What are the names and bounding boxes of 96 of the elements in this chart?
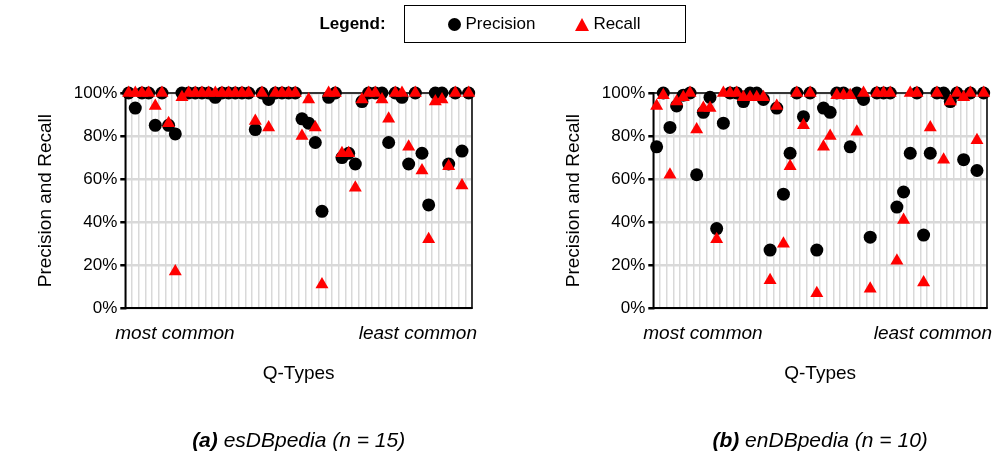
point	[663, 120, 677, 134]
point	[923, 146, 937, 160]
text: (b) enDBpedia (n = 10)	[712, 427, 928, 451]
point	[863, 281, 877, 293]
y-tick-label: 100%	[601, 82, 646, 102]
point	[348, 180, 362, 192]
text: most common	[115, 322, 235, 344]
point	[923, 119, 937, 132]
point	[295, 128, 309, 140]
point	[703, 100, 717, 112]
point	[890, 253, 904, 265]
point	[703, 90, 717, 104]
point	[128, 101, 142, 115]
point	[148, 118, 162, 132]
text: (a) esDBpedia (n = 15)	[192, 427, 406, 451]
y-tick-label: 20%	[83, 254, 118, 274]
point	[455, 144, 469, 158]
y-tick-label: 20%	[611, 254, 646, 274]
point	[415, 162, 429, 175]
point	[937, 152, 951, 164]
point	[763, 272, 777, 284]
point	[770, 98, 784, 110]
y-tick-label: 40%	[611, 211, 646, 231]
point	[422, 198, 436, 212]
point	[402, 157, 416, 171]
y-tick-label: 40%	[83, 211, 118, 231]
point	[650, 140, 664, 154]
point	[248, 113, 262, 125]
point	[315, 204, 329, 218]
y-tick-label: 80%	[611, 125, 646, 145]
point	[315, 277, 329, 289]
point	[810, 285, 824, 297]
legend-title: Legend:	[319, 14, 386, 34]
point	[382, 136, 396, 149]
point	[897, 185, 911, 199]
point	[650, 98, 664, 110]
point	[148, 98, 162, 110]
point	[162, 115, 176, 127]
point	[663, 167, 677, 179]
point	[308, 136, 322, 149]
point	[783, 158, 797, 170]
point	[308, 119, 322, 132]
point	[903, 146, 917, 160]
y-tick-label: 0%	[620, 297, 646, 317]
point	[823, 105, 837, 119]
point	[810, 243, 824, 257]
y-tick-label: 0%	[92, 297, 118, 317]
point	[843, 140, 857, 154]
point	[917, 274, 931, 287]
point	[763, 243, 777, 257]
point	[168, 264, 182, 276]
point	[890, 200, 904, 214]
y-tick-label: 100%	[73, 82, 118, 102]
point	[776, 187, 790, 201]
x-axis-title: Q-Types	[784, 361, 857, 383]
point	[957, 153, 971, 167]
point	[402, 139, 416, 151]
y-tick-label: 60%	[611, 168, 646, 188]
y-tick-label: 60%	[83, 168, 118, 188]
point	[415, 146, 429, 160]
point	[455, 178, 469, 190]
point	[395, 85, 409, 97]
point	[970, 132, 984, 145]
text: most common	[643, 322, 763, 344]
point	[710, 222, 724, 236]
point	[348, 157, 362, 171]
y-axis-title: Precision and Recall	[561, 114, 583, 288]
text: least common	[873, 322, 992, 344]
y-tick-label: 80%	[83, 125, 118, 145]
point	[816, 139, 830, 151]
legend-label: Recall	[593, 14, 641, 34]
point	[710, 231, 724, 244]
point	[850, 124, 864, 136]
point	[917, 228, 931, 242]
point	[970, 163, 984, 177]
point	[262, 119, 276, 132]
y-axis-title: Precision and Recall	[33, 114, 55, 288]
point	[168, 127, 182, 141]
point	[422, 231, 436, 244]
x-axis-title: Q-Types	[262, 361, 335, 383]
point	[375, 91, 389, 104]
legend-label: Precision	[465, 14, 536, 34]
point	[355, 91, 369, 104]
point	[823, 128, 837, 140]
point	[690, 168, 704, 182]
point	[776, 236, 790, 248]
point	[716, 116, 730, 130]
point	[382, 111, 396, 123]
point	[783, 146, 797, 160]
point	[690, 122, 704, 134]
text: least common	[358, 322, 477, 344]
point	[863, 230, 877, 244]
point	[796, 117, 810, 130]
point	[302, 91, 316, 104]
point	[857, 85, 871, 97]
point	[897, 212, 911, 224]
